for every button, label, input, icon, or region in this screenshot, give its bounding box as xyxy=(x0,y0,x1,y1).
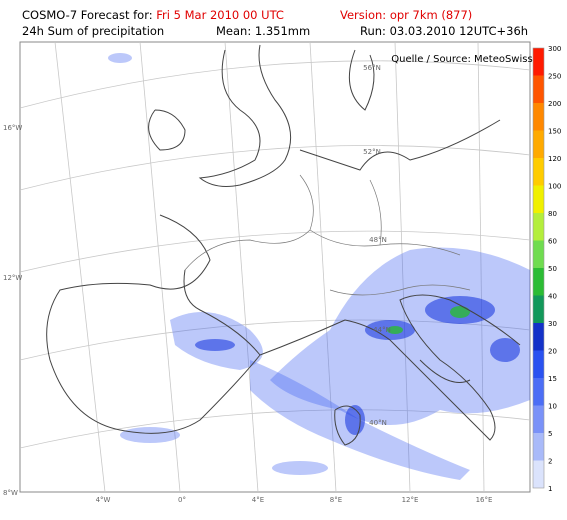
graticule-label: 16°W xyxy=(3,124,22,132)
colorbar-segment xyxy=(533,295,544,323)
graticule-label: 12°W xyxy=(3,274,22,282)
graticule-label: 4°W xyxy=(96,496,111,504)
colorbar-label: 10 xyxy=(548,403,557,411)
precipitation-peak xyxy=(387,306,470,334)
graticule-label: 8°E xyxy=(330,496,342,504)
colorbar-segment xyxy=(533,460,544,488)
colorbar-label: 5 xyxy=(548,430,552,438)
mean: Mean: 1.351mm xyxy=(216,24,311,38)
colorbar-label: 30 xyxy=(548,320,557,328)
colorbar: 300 250 200 150 120 100 80 60 50 40 30 20 15 10 5 2 1 xyxy=(532,45,561,493)
graticule-label: 4°E xyxy=(252,496,264,504)
colorbar-segment xyxy=(533,130,544,158)
colorbar-label: 80 xyxy=(548,210,557,218)
colorbar-label: 100 xyxy=(548,183,561,191)
graticule-label: 12°E xyxy=(402,496,419,504)
colorbar-label: 20 xyxy=(548,348,557,356)
colorbar-segment xyxy=(533,405,544,433)
colorbar-label: 300 xyxy=(548,45,561,53)
source: Quelle / Source: MeteoSwiss xyxy=(391,54,532,65)
graticule-label: 52°N xyxy=(363,148,381,156)
colorbar-segment xyxy=(533,268,544,296)
graticule-labels: 16°W 12°W 8°W 4°W 0° 4°E 8°E 12°E 16°E 56°N 52°N 48… xyxy=(3,64,492,504)
colorbar-label: 250 xyxy=(548,73,561,81)
colorbar-label: 15 xyxy=(548,375,557,383)
colorbar-label: 1 xyxy=(548,485,552,493)
title-prefix: COSMO-7 Forecast for: xyxy=(22,8,153,22)
colorbar-segment xyxy=(533,75,544,103)
colorbar-label: 120 xyxy=(548,155,561,163)
colorbar-segment xyxy=(533,378,544,406)
coastlines xyxy=(46,44,521,446)
run: Run: 03.03.2010 12UTC+36h xyxy=(360,24,529,38)
graticule-label: 16°E xyxy=(476,496,493,504)
version: Version: opr 7km (877) xyxy=(340,8,473,22)
colorbar-frame xyxy=(532,47,545,489)
colorbar-segment xyxy=(533,350,544,378)
colorbar-segment xyxy=(533,433,544,461)
graticule-label: 0° xyxy=(178,496,186,504)
colorbar-label: 60 xyxy=(548,238,557,246)
colorbar-segment xyxy=(533,185,544,213)
graticule-label: 56°N xyxy=(363,64,381,72)
colorbar-segment xyxy=(533,48,544,76)
colorbar-label: 2 xyxy=(548,458,552,466)
colorbar-segment xyxy=(533,213,544,241)
graticule-label: 48°N xyxy=(369,236,387,244)
map-frame xyxy=(19,41,531,493)
colorbar-segment xyxy=(533,240,544,268)
field-name: 24h Sum of precipitation xyxy=(22,24,165,38)
graticule-label: 8°W xyxy=(3,489,18,497)
colorbar-label: 200 xyxy=(548,100,561,108)
graticule-label: 44°N xyxy=(373,326,391,334)
colorbar-label: 40 xyxy=(548,293,557,301)
colorbar-segment xyxy=(533,323,544,351)
colorbar-label: 50 xyxy=(548,265,557,273)
graticule-label: 40°N xyxy=(369,419,387,427)
colorbar-segment xyxy=(533,103,544,131)
colorbar-label: 150 xyxy=(548,128,561,136)
header-line-1: COSMO-7 Forecast for: Fri 5 Mar 2010 00 … xyxy=(22,8,284,22)
borders xyxy=(184,174,471,296)
forecast-time: Fri 5 Mar 2010 00 UTC xyxy=(156,8,284,22)
colorbar-segment xyxy=(533,158,544,186)
